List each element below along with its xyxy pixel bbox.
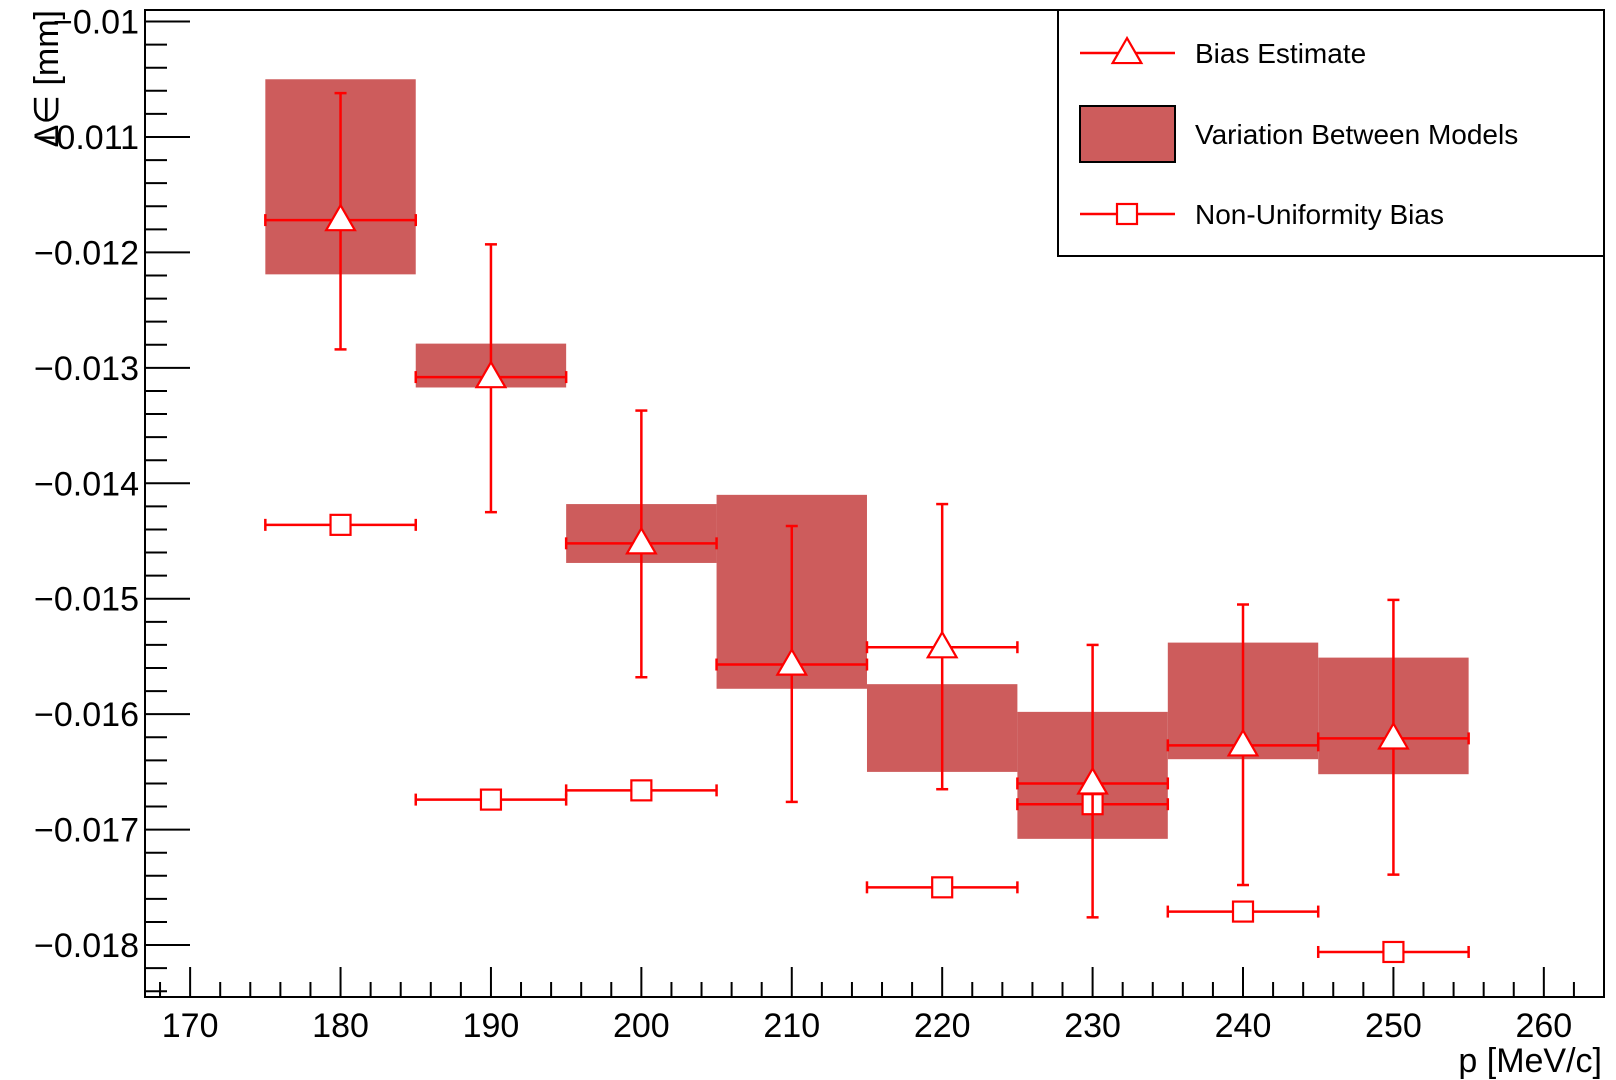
bias-estimate-point: [324, 203, 357, 232]
bias-estimate-point: [925, 630, 959, 659]
x-axis-title: p [MeV/c]: [1458, 1042, 1602, 1080]
legend-label: Variation Between Models: [1195, 119, 1518, 150]
axis-labels: p [MeV/c] Δ∈ [mm]: [28, 10, 1602, 1080]
x-tick-label: 180: [312, 1007, 369, 1045]
y-tick-label: −0.015: [34, 581, 139, 619]
x-tick-label: 230: [1064, 1007, 1121, 1045]
bias-estimate-point: [1076, 766, 1109, 795]
y-tick-label: −0.013: [34, 350, 139, 388]
legend-swatch-box: [1079, 105, 1176, 163]
y-tick-label: −0.018: [34, 927, 139, 965]
bias-estimate-point: [775, 647, 809, 676]
y-axis-title: Δ∈ [mm]: [28, 10, 66, 147]
y-tick-label: −0.017: [34, 812, 139, 850]
y-tick-label: −0.011: [37, 119, 139, 157]
y-tick-label: −0.012: [34, 234, 139, 272]
x-tick-label: 260: [1515, 1007, 1572, 1045]
bias-estimate-point: [474, 360, 508, 389]
data-series: [264, 91, 1470, 964]
y-tick-label: −0.016: [34, 696, 139, 734]
x-tick-label: 170: [162, 1007, 219, 1045]
y-tick-label: −0.01: [53, 4, 139, 42]
x-tick-label: 240: [1215, 1007, 1272, 1045]
bias-estimate-point: [1377, 721, 1410, 750]
non-uniformity-point: [479, 788, 503, 811]
non-uniformity-point: [329, 513, 352, 536]
plot-frame: [144, 9, 1605, 998]
x-tick-label: 220: [914, 1007, 971, 1045]
legend-triangle-marker: [1110, 35, 1144, 65]
bias-estimate-point: [1226, 728, 1260, 757]
x-tick-label: 200: [613, 1007, 670, 1045]
axes: 170 180 190 200 210 220 230 240 250 260 −0.01 −0.01…: [34, 4, 1605, 1045]
x-tick-label: 250: [1365, 1007, 1422, 1045]
legend-label: Non-Uniformity Bias: [1195, 199, 1444, 230]
x-tick-label: 190: [463, 1007, 520, 1045]
non-uniformity-point: [630, 779, 653, 802]
legend: Bias Estimate Variation Between Models Non…: [1057, 9, 1605, 257]
non-uniformity-point: [1231, 900, 1255, 923]
legend-label: Bias Estimate: [1195, 38, 1366, 69]
bias-estimate-point: [625, 526, 658, 555]
non-uniformity-point: [1382, 940, 1405, 964]
non-uniformity-point: [931, 876, 954, 899]
x-tick-label: 210: [763, 1007, 820, 1045]
y-tick-label: −0.014: [34, 465, 139, 503]
legend-square-marker: [1115, 202, 1139, 226]
